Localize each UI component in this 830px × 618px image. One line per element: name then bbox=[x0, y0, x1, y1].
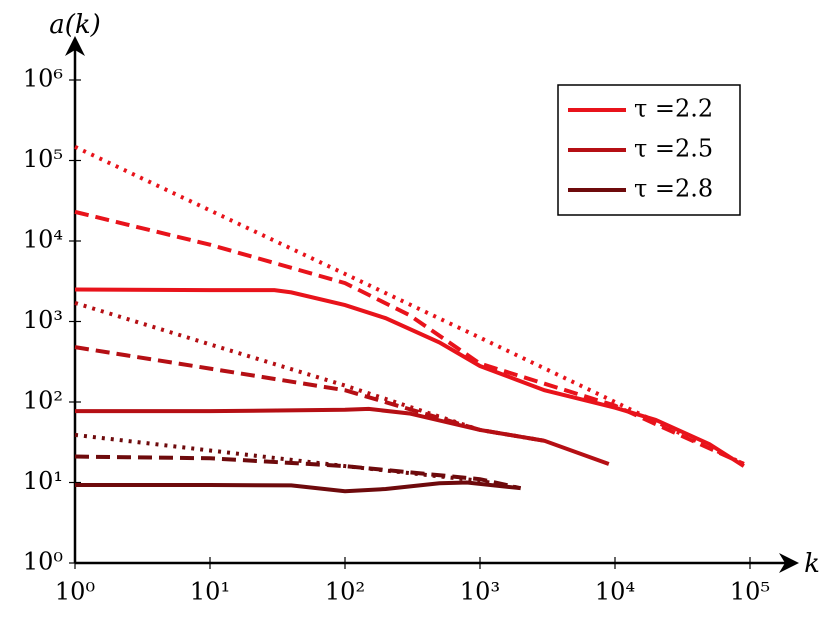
x-tick-label: 10⁵ bbox=[730, 578, 770, 606]
x-axis-label: k bbox=[804, 549, 820, 579]
data-line bbox=[75, 480, 521, 494]
x-tick-label: 10⁰ bbox=[55, 578, 95, 606]
legend-label: τ =2.2 bbox=[634, 95, 713, 123]
data-line bbox=[74, 209, 745, 466]
x-tick-label: 10¹ bbox=[190, 578, 230, 606]
y-tick-label: 10³ bbox=[23, 306, 63, 334]
legend-label: τ =2.8 bbox=[634, 175, 713, 203]
data-line bbox=[74, 345, 545, 443]
y-tick-label: 10⁵ bbox=[23, 145, 63, 173]
data-line bbox=[74, 454, 522, 491]
data-line bbox=[74, 144, 745, 466]
x-tick-label: 10³ bbox=[460, 578, 500, 606]
y-tick-label: 10⁶ bbox=[23, 65, 63, 93]
y-axis-label: a(k) bbox=[49, 10, 101, 40]
y-tick-label: 10⁴ bbox=[23, 226, 63, 254]
data-line bbox=[74, 301, 545, 443]
legend-label: τ =2.5 bbox=[634, 135, 713, 163]
data-line bbox=[74, 432, 521, 491]
data-line bbox=[74, 287, 745, 468]
x-tick-label: 10⁴ bbox=[595, 578, 635, 606]
y-tick-label: 10² bbox=[23, 387, 63, 415]
y-tick-label: 10¹ bbox=[23, 467, 63, 495]
y-tick-label: 10⁰ bbox=[23, 548, 63, 576]
x-tick-label: 10² bbox=[325, 578, 365, 606]
